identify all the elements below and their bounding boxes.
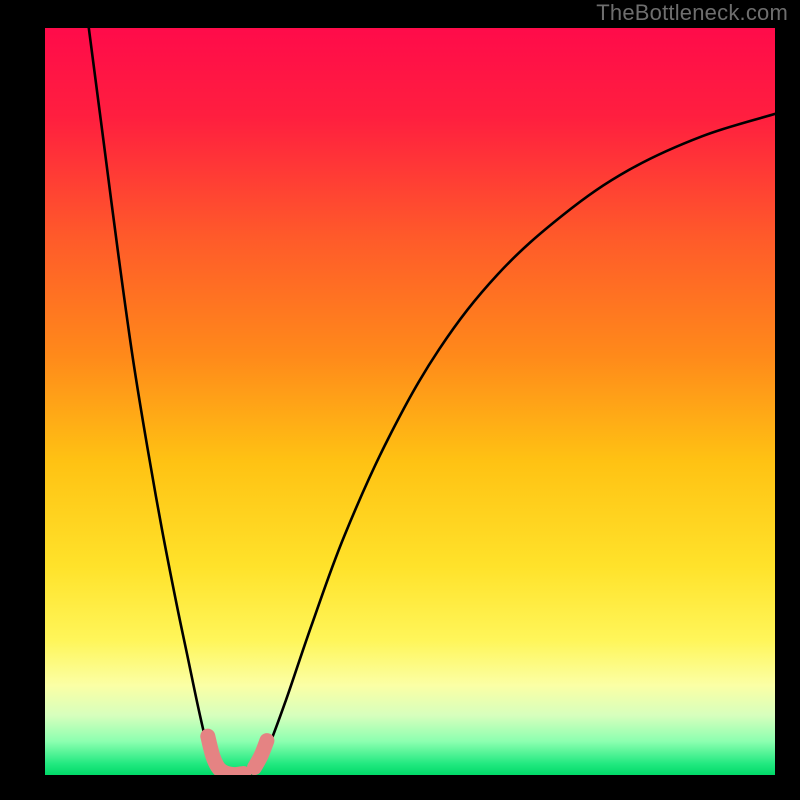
bottleneck-curve-chart bbox=[0, 0, 800, 800]
plot-background bbox=[45, 28, 775, 775]
chart-frame: TheBottleneck.com bbox=[0, 0, 800, 800]
watermark-text: TheBottleneck.com bbox=[596, 0, 788, 26]
